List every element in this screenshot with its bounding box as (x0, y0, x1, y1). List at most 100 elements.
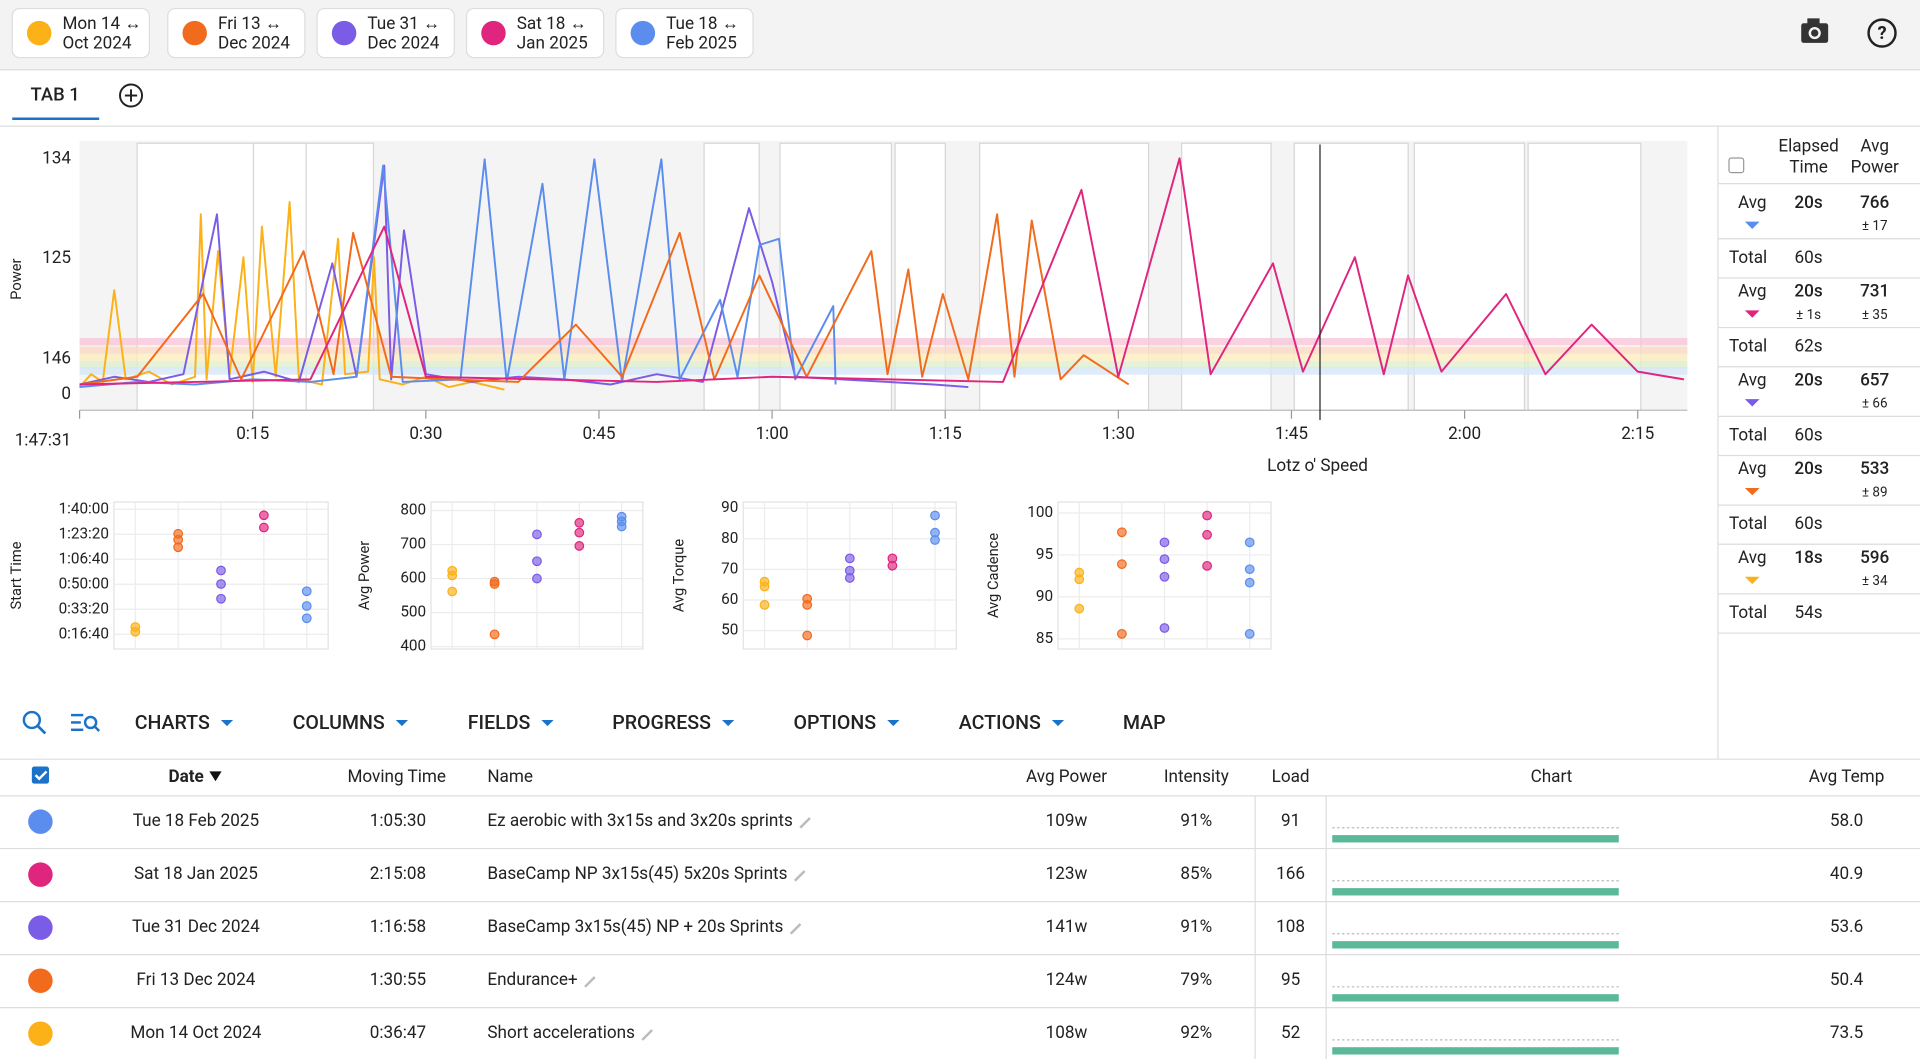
column-header[interactable]: Load (1272, 767, 1310, 787)
column-header[interactable]: Avg Temp (1809, 767, 1885, 787)
y-tick-label: 0:33:20 (59, 599, 109, 617)
menu-caret (721, 720, 735, 727)
menu-button[interactable]: PROGRESS (612, 711, 711, 734)
scatter-point (130, 626, 141, 637)
y-tick-label: 500 (400, 603, 426, 621)
total-time: 60s (1795, 425, 1823, 445)
column-header[interactable]: Name (487, 767, 533, 787)
scatter-point (1202, 510, 1213, 521)
menu-button[interactable]: FIELDS (468, 711, 531, 734)
scatter-point (301, 586, 312, 597)
table-row[interactable]: Tue 31 Dec 2024 1:16:58 BaseCamp 3x15s(45)… (28, 915, 1863, 949)
power-line (79, 157, 1685, 386)
column-header: Time (1789, 157, 1827, 177)
scatter-point (574, 541, 585, 551)
svg-text:?: ? (1877, 23, 1886, 44)
total-label: Total (1729, 248, 1767, 268)
y-tick-label: 100 (1027, 503, 1053, 521)
date-chip[interactable]: Sat 18 ↔Jan 2025 (465, 7, 605, 59)
menu-button[interactable]: ACTIONS (959, 711, 1041, 734)
table-row[interactable]: Mon 14 Oct 2024 0:36:47 Short acceleration… (28, 1021, 1863, 1055)
column-header: Elapsed (1778, 136, 1838, 156)
filter-search-icon[interactable] (71, 713, 101, 732)
power-sd: ± 35 (1862, 308, 1888, 323)
scatter-point (844, 553, 855, 564)
row-dot (28, 1021, 53, 1046)
select-all[interactable] (31, 766, 49, 784)
cell-load: 108 (1276, 917, 1305, 937)
total-label: Total (1729, 425, 1767, 445)
avg-power: 657 (1860, 370, 1889, 390)
tab[interactable]: TAB 1 (31, 84, 80, 105)
menu-caret (541, 720, 554, 727)
menu-button[interactable]: MAP (1123, 711, 1166, 734)
scatter-point (258, 510, 269, 521)
column-header: Avg (1860, 136, 1889, 156)
interval-marker (1744, 487, 1760, 496)
row-dot (28, 862, 53, 887)
y-tick-label: 0:50:00 (59, 574, 109, 592)
column-header[interactable]: Moving Time (347, 767, 446, 787)
table-row[interactable]: Tue 18 Feb 2025 1:05:30 Ez aerobic with 3x… (28, 809, 1863, 843)
menu-button[interactable]: COLUMNS (293, 711, 385, 734)
cell-avg-power: 109w (1046, 811, 1088, 831)
menu-caret (1051, 720, 1065, 727)
y-tick-label: 90 (721, 498, 738, 516)
cell-avg-temp: 58.0 (1830, 811, 1863, 831)
scatter-point (447, 570, 458, 581)
chip-day: Fri 13 ↔ (218, 14, 282, 34)
date-chip[interactable]: Mon 14 ↔Oct 2024 (11, 7, 151, 59)
row-dot (28, 809, 53, 834)
search-icon[interactable] (22, 710, 47, 735)
column-header[interactable]: Chart (1531, 767, 1573, 787)
check (34, 770, 48, 781)
date-chip[interactable]: Tue 18 ↔Feb 2025 (615, 7, 754, 59)
add-tab[interactable] (119, 83, 144, 108)
cell-load: 95 (1281, 970, 1300, 990)
column-header[interactable]: Date (168, 767, 203, 787)
chip-box (615, 7, 754, 59)
interval-marker (1744, 310, 1760, 318)
date-chip[interactable]: Fri 13 ↔Dec 2024 (167, 7, 306, 59)
scatter-point (301, 601, 312, 611)
edit-icon (641, 1029, 653, 1041)
interval-label: Avg (1738, 193, 1767, 213)
x-tick-label: 1:30 (1102, 424, 1135, 444)
checkbox[interactable] (1728, 157, 1745, 174)
mini-chart-bar (1332, 1047, 1619, 1055)
column-header[interactable]: Intensity (1164, 767, 1229, 787)
chip-box (11, 7, 151, 59)
scatter-point (844, 573, 855, 583)
chip-box (167, 7, 306, 59)
avg-power: 596 (1860, 548, 1889, 568)
table-row[interactable]: Sat 18 Jan 2025 2:15:08 BaseCamp NP 3x15s(… (28, 862, 1863, 896)
column-header[interactable]: Avg Power (1026, 767, 1107, 787)
menu-button[interactable]: OPTIONS (793, 711, 876, 734)
cell-load: 52 (1281, 1023, 1300, 1043)
elapsed-time: 20s (1794, 459, 1822, 479)
cell-intensity: 92% (1180, 1023, 1212, 1043)
cell-intensity: 85% (1180, 864, 1212, 884)
chip-dot (481, 20, 506, 46)
table-row[interactable]: Fri 13 Dec 2024 1:30:55 Endurance+ 124w 79% 9… (28, 968, 1864, 1002)
help-icon[interactable]: ? (1867, 18, 1897, 48)
y-axis-label: 146 (42, 348, 71, 368)
cell-avg-temp: 53.6 (1830, 917, 1863, 937)
cell-load: 91 (1281, 811, 1300, 831)
y-axis-title: Avg Torque (669, 539, 687, 613)
chip-month: Oct 2024 (62, 34, 131, 54)
cell-date: Mon 14 Oct 2024 (130, 1023, 261, 1043)
menu-button[interactable]: CHARTS (135, 711, 210, 734)
edit-icon (789, 923, 802, 935)
scatter-point (489, 579, 500, 589)
chip-dot (26, 20, 52, 46)
scatter-point (216, 579, 226, 589)
menu-caret (220, 720, 234, 727)
camera-icon[interactable] (1801, 18, 1829, 43)
power-line (78, 201, 505, 391)
date-chip[interactable]: Tue 31 ↔Dec 2024 (316, 7, 455, 59)
x-tick-label: 0:30 (409, 424, 442, 444)
scatter-point (930, 535, 940, 545)
y-tick-label: 90 (1036, 587, 1053, 605)
